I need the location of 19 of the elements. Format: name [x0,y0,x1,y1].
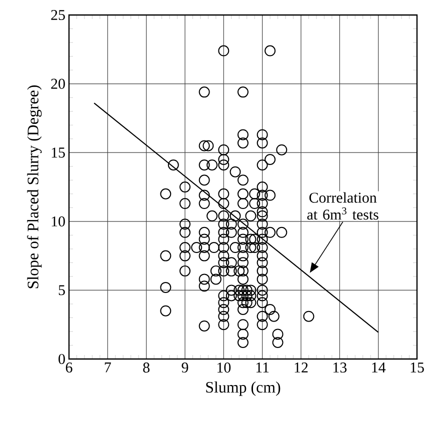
x-tick-label: 12 [294,362,308,372]
x-tick-label: 11 [256,362,269,372]
x-tick-label: 7 [104,362,111,372]
x-tick-label: 8 [143,362,150,373]
annotation: Correlation at 6m$^{3}$ tests [307,192,378,220]
x-tick-label: 9 [182,362,188,373]
x-tick-label: 15 [410,362,424,373]
y-tick-label: 0 [58,354,65,364]
y-tick-label: 20 [51,78,65,89]
x-tick-label: 14 [372,362,386,372]
x-axis-title: Slump (cm) [206,381,280,396]
x-tick-label: 6 [66,362,72,373]
y-tick-label: 10 [52,216,65,226]
y-tick-label: 5 [58,285,65,296]
y-axis-title: Slope of Placed Slurry (Degree) [27,85,42,288]
x-tick-label: 13 [334,362,347,373]
x-tick-label: 10 [218,362,231,373]
y-tick-label: 15 [52,148,65,158]
y-tick-label: 25 [51,10,65,20]
